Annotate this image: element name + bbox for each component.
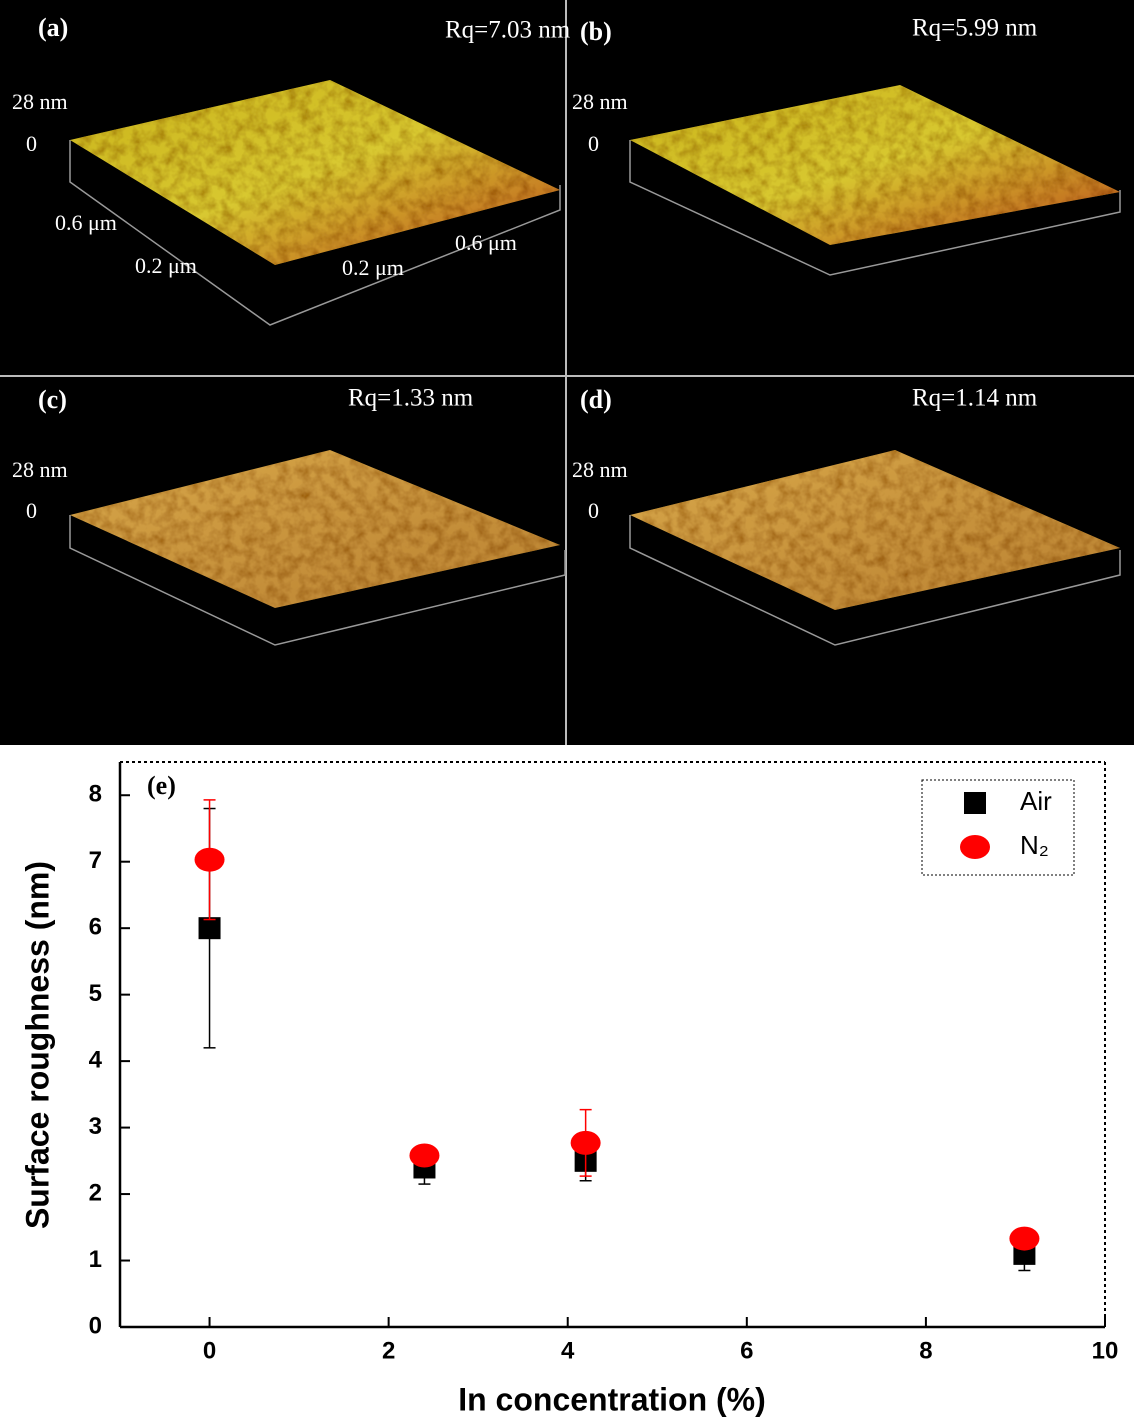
axis-label: 0.2 μm (342, 255, 404, 280)
marker (570, 1130, 601, 1155)
z-label: 0 (588, 131, 599, 156)
roughness-label: Rq=1.33 nm (348, 385, 474, 412)
panel-label: (a) (38, 13, 68, 42)
y-tick-label: 4 (89, 1046, 103, 1073)
y-axis-title: Surface roughness (nm) (19, 861, 55, 1229)
z-label: 0 (588, 498, 599, 523)
roughness-label: Rq=1.14 nm (912, 385, 1038, 412)
y-tick-label: 0 (89, 1312, 102, 1339)
marker (409, 1143, 440, 1168)
y-tick-label: 5 (89, 980, 102, 1007)
afm-panel: (a) Rq=7.03 nm 28 nm 0 0.6 μm 0.2 μm 0.6… (12, 13, 571, 326)
x-tick-label: 4 (561, 1337, 575, 1364)
x-tick-label: 10 (1092, 1337, 1119, 1364)
z-label: 28 nm (572, 89, 628, 114)
axis-box (69, 140, 561, 326)
legend-label: N₂ (1020, 830, 1049, 860)
axis-label: 0.6 μm (55, 210, 117, 235)
panel-label: (c) (38, 385, 67, 414)
panel-label: (e) (147, 771, 176, 800)
afm-surface (630, 450, 1120, 610)
legend-label: Air (1020, 786, 1052, 816)
legend-box (921, 779, 1075, 876)
x-tick-label: 0 (203, 1337, 216, 1364)
marker (964, 792, 986, 814)
axis-box (629, 140, 1121, 276)
axis-label: 0.2 μm (135, 253, 197, 278)
marker (198, 917, 221, 940)
panel-label: (d) (580, 385, 612, 414)
y-tick-label: 8 (89, 781, 102, 808)
afm-surface (630, 85, 1120, 245)
afm-surface (70, 450, 560, 608)
z-label: 28 nm (12, 457, 68, 482)
z-label: 0 (26, 131, 37, 156)
afm-panel: (b) Rq=5.99 nm 28 nm 0 (572, 15, 1121, 276)
afm-images: (a) Rq=7.03 nm 28 nm 0 0.6 μm 0.2 μm 0.6… (0, 0, 1134, 745)
y-tick-label: 1 (89, 1246, 102, 1273)
y-tick-label: 7 (89, 847, 102, 874)
roughness-label: Rq=7.03 nm (445, 17, 571, 44)
x-tick-label: 6 (740, 1337, 753, 1364)
scatter-chart: (e) In concentration (%) Surface roughne… (19, 761, 1119, 1417)
x-tick-label: 8 (919, 1337, 932, 1364)
z-label: 28 nm (572, 457, 628, 482)
marker (960, 835, 990, 859)
x-tick-label: 2 (382, 1337, 395, 1364)
axis-label: 0.6 μm (455, 230, 517, 255)
x-axis-title: In concentration (%) (458, 1381, 766, 1417)
afm-panel: (d) Rq=1.14 nm 28 nm 0 (572, 385, 1121, 646)
afm-surface (70, 80, 560, 265)
axis-box (629, 515, 1121, 646)
marker (194, 847, 225, 872)
afm-panel: (c) Rq=1.33 nm 28 nm 0 (12, 385, 566, 646)
panel-label: (b) (580, 17, 612, 46)
y-tick-label: 2 (89, 1179, 102, 1206)
marker (1009, 1226, 1040, 1251)
roughness-label: Rq=5.99 nm (912, 15, 1038, 42)
axis-box (69, 515, 566, 646)
z-label: 0 (26, 498, 37, 523)
y-tick-label: 3 (89, 1113, 102, 1140)
z-label: 28 nm (12, 89, 68, 114)
y-tick-label: 6 (89, 914, 102, 941)
